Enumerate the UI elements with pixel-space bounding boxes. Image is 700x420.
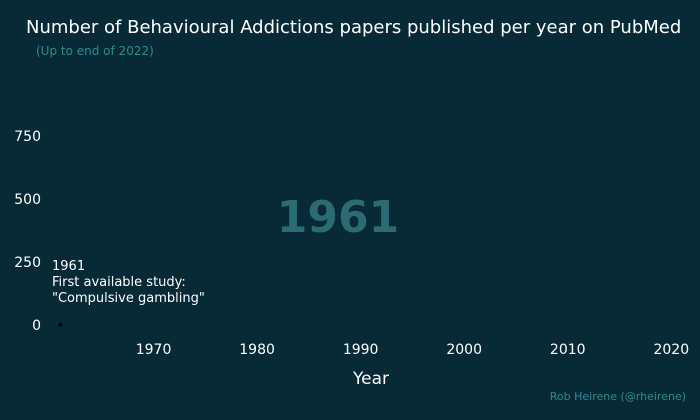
y-axis: 0 250 500 750 bbox=[14, 129, 41, 334]
chart-subtitle: (Up to end of 2022) bbox=[36, 44, 154, 58]
annotation-year: 1961 bbox=[52, 259, 85, 274]
credit-text: Rob Heirene (@rheirene) bbox=[550, 390, 686, 403]
x-axis-title: Year bbox=[352, 369, 389, 389]
year-watermark: 1961 bbox=[277, 192, 399, 243]
annotation-line-1: First available study: bbox=[52, 275, 186, 290]
y-tick-label: 0 bbox=[32, 318, 41, 334]
chart-title: Number of Behavioural Addictions papers … bbox=[26, 17, 681, 38]
data-point bbox=[58, 322, 63, 327]
x-tick-label: 1970 bbox=[136, 342, 172, 358]
x-tick-label: 1980 bbox=[239, 342, 275, 358]
y-tick-label: 500 bbox=[14, 192, 41, 208]
x-tick-label: 2020 bbox=[653, 342, 689, 358]
y-tick-label: 250 bbox=[14, 255, 41, 271]
x-tick-label: 1990 bbox=[343, 342, 379, 358]
x-axis: 1970 1980 1990 2000 2010 2020 bbox=[136, 342, 689, 358]
y-tick-label: 750 bbox=[14, 129, 41, 145]
data-points bbox=[58, 322, 63, 327]
annotation: 1961 First available study: "Compulsive … bbox=[52, 259, 205, 306]
x-tick-label: 2000 bbox=[446, 342, 482, 358]
x-tick-label: 2010 bbox=[550, 342, 586, 358]
annotation-line-2: "Compulsive gambling" bbox=[52, 291, 205, 306]
